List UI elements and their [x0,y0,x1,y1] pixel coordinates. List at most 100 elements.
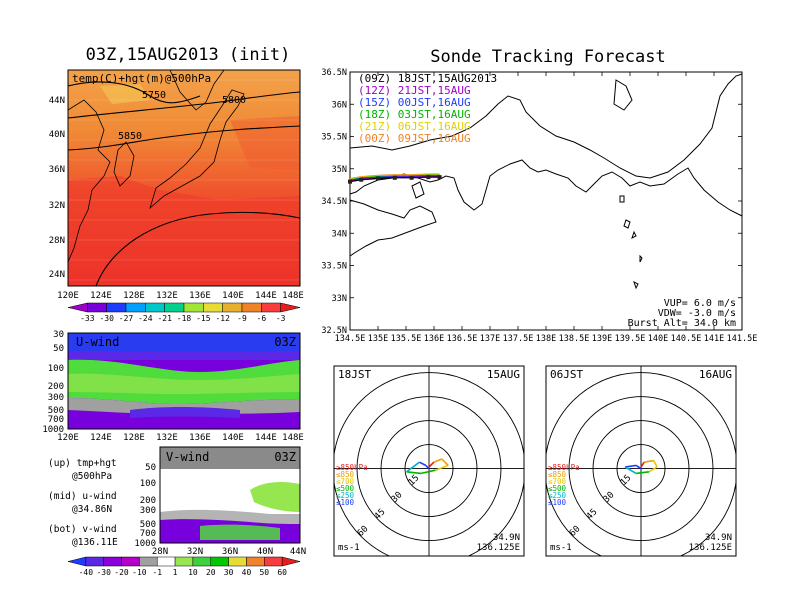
hodograph-segment [624,466,637,475]
hodograph-segment [644,459,654,463]
colorbar-swatch [281,556,301,567]
colorbar-label: -33 [80,314,95,323]
lat-tick: 40N [257,547,273,557]
lat-tick: 33.5N [321,262,347,272]
level-legend-item: ≤850 [336,470,355,479]
level-legend-item: ≤700 [336,477,355,486]
level-legend-item: ≤500 [548,484,567,493]
launch-legend-item: (15Z) 00JST,16AUG [358,96,471,109]
lat-tick: 32.5N [321,326,347,336]
lon-tick: 136E [424,334,444,344]
level-legend-item: ≤850 [548,470,567,479]
colorbar-swatch [85,556,104,567]
forecast-map: 134.5E 135E 135.5E 136E 136.5E 137E 137.5E 138E… [321,68,757,344]
colorbar-swatch [192,556,212,567]
launch-legend-item: (09Z) 18JST,15AUG2013 [358,72,497,85]
colorbar-swatch [261,302,281,313]
colorbar-label: -40 [79,568,94,577]
colorbar-label: -21 [157,314,172,323]
level-legend-item: ≤250 [548,491,567,500]
colorbar-label: -20 [114,568,129,577]
hodograph-lat: 34.9N [705,533,732,543]
p-tick: 500 [140,520,156,530]
p-tick: 200 [140,496,156,506]
lon-tick: 132E [156,291,178,301]
colorbar-label: -1 [152,568,162,577]
vup-note: VUP= 6.0 m/s [664,298,736,309]
hodograph-date: 15AUG [487,368,520,381]
coastline-russia [169,70,225,111]
trajectory-layer [348,173,442,184]
colorbar-label: -6 [257,314,267,323]
p-tick: 200 [48,382,64,392]
hodograph-segment [428,461,435,468]
trajectory-point [426,175,431,180]
lat-tick: 28N [152,547,168,557]
p-tick: 50 [145,463,156,473]
coastline-korea [113,141,135,187]
p-tick: 300 [48,393,64,403]
coastline-shikoku [349,199,437,257]
lon-tick: 138.5E [559,334,590,344]
lon-tick: 120E [57,433,79,443]
colorbar-swatch [67,302,88,313]
lat-tick: 34N [332,229,347,239]
coastline-honshu [349,73,743,217]
lat-tick: 24N [49,270,65,280]
coastline-awaji [411,181,425,199]
legend-note: @34.86N [72,504,112,515]
vwind-green-patch [250,482,300,512]
wind-colorbar: -40 -30 -20 -10 -1 1 10 20 30 40 50 60 [67,556,301,577]
uwind-time: 03Z [274,335,296,349]
lon-tick: 136E [189,291,211,301]
colorbar-swatch [164,302,185,313]
hodograph-unit: ms-1 [338,543,360,553]
lon-tick: 144E [255,291,277,301]
lon-tick: 136.5E [447,334,478,344]
level-legend-item: ≤250 [336,491,355,500]
legend-note: @136.11E [72,537,118,548]
lat-tick: 35.5N [321,133,347,143]
colorbar-label: -30 [96,568,111,577]
colorbar-swatch [156,556,176,567]
colorbar-swatch [106,302,127,313]
lat-tick: 36.5N [321,68,347,78]
colorbar-swatch [280,302,301,313]
trajectory-point [359,177,364,182]
colorbar-label: 20 [206,568,216,577]
lat-tick: 34.5N [321,197,347,207]
hodograph-segment [420,469,436,475]
lon-tick: 124E [90,433,112,443]
p-tick: 700 [140,529,156,539]
colorbar-swatch [228,556,247,567]
launch-legend-item: (21Z) 06JST,16AUG [358,120,471,133]
colorbar-swatch [103,556,122,567]
lon-tick: 141.5E [727,334,758,344]
lon-tick: 140E [222,291,244,301]
lon-tick: 140.5E [671,334,702,344]
colorbar-label: 30 [224,568,234,577]
hodograph-segment [406,461,420,473]
lon-tick: 120E [57,291,79,301]
hodograph-unit: ms-1 [550,543,572,553]
p-tick: 50 [53,344,64,354]
launch-legend-item: (18Z) 03JST,16AUG [358,108,471,121]
map-tick-labels: 134.5E 135E 135.5E 136E 136.5E 137E 137.5E 138E… [321,68,757,344]
colorbar-swatch [145,302,165,313]
uwind-panel: U-wind 03Z 30 50 100 200 300 500 700 100… [42,330,304,443]
lon-tick: 148E [282,433,304,443]
colorbar-swatch [125,302,146,313]
colorbar-swatch [67,556,87,567]
colorbar-swatch [264,556,283,567]
colorbar-swatch [222,302,243,313]
p-tick: 300 [140,506,156,516]
colorbar-label: -30 [99,314,114,323]
panel-label: temp(C)+hgt(m)@500hPa [72,72,211,85]
lon-tick: 140E [648,334,668,344]
lat-tick: 28N [49,236,65,246]
lon-tick: 137E [480,334,500,344]
colorbar-swatch [139,556,158,567]
trajectory-point [392,175,397,180]
hodograph-segment [624,464,637,468]
lat-tick: 44N [290,547,306,557]
